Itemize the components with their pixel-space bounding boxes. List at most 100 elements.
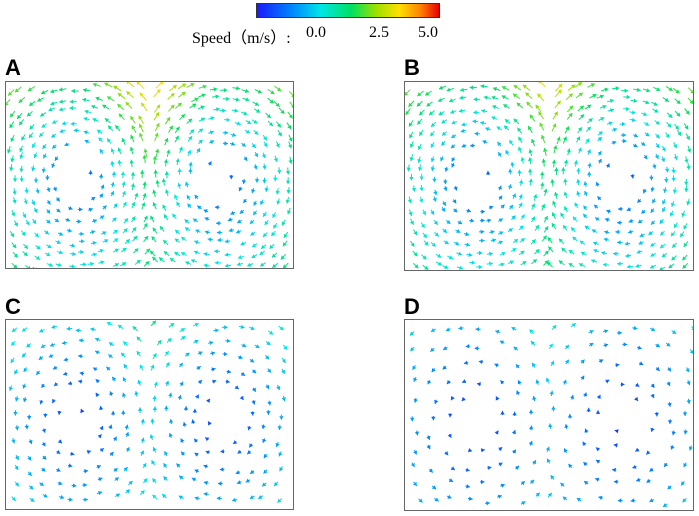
velocity-arrow (235, 470, 241, 475)
velocity-arrow (25, 265, 31, 268)
velocity-arrow (578, 114, 585, 121)
velocity-arrow (70, 451, 75, 456)
velocity-arrow (41, 467, 46, 472)
velocity-arrow (19, 152, 24, 159)
velocity-arrow (448, 478, 454, 483)
velocity-arrow (636, 249, 643, 254)
velocity-arrow (466, 252, 473, 257)
velocity-arrow (408, 120, 414, 127)
velocity-arrow (507, 227, 513, 233)
velocity-arrow (33, 207, 38, 213)
velocity-arrow (271, 252, 278, 258)
velocity-arrow (261, 152, 266, 159)
velocity-arrow (91, 104, 99, 109)
velocity-arrow (52, 186, 57, 192)
velocity-arrow (97, 433, 102, 439)
velocity-arrow (567, 84, 576, 91)
velocity-arrow (461, 122, 468, 127)
velocity-arrow (194, 469, 200, 474)
velocity-arrow (114, 476, 120, 482)
velocity-arrow (670, 200, 676, 207)
velocity-arrow (414, 430, 420, 436)
velocity-arrow (275, 121, 282, 128)
velocity-arrow (541, 235, 548, 242)
velocity-arrow (447, 255, 454, 260)
velocity-arrow (208, 130, 214, 135)
velocity-arrow (194, 496, 200, 501)
velocity-arrow (504, 118, 511, 124)
velocity-arrow (143, 215, 148, 223)
velocity-arrow (253, 200, 258, 206)
velocity-arrow (91, 196, 96, 201)
velocity-arrow (210, 367, 216, 372)
velocity-arrow (152, 395, 157, 402)
panel-c-letter: C (5, 294, 21, 319)
velocity-arrow (88, 207, 93, 212)
velocity-arrow (655, 133, 661, 139)
velocity-arrow (48, 107, 56, 112)
velocity-arrow (652, 198, 657, 204)
velocity-arrow (288, 141, 293, 149)
velocity-arrow (143, 478, 148, 484)
velocity-arrow (263, 469, 268, 474)
velocity-arrow (204, 217, 210, 222)
velocity-arrow (671, 430, 676, 436)
velocity-arrow (209, 87, 218, 92)
velocity-arrow (195, 394, 200, 399)
velocity-arrow (570, 394, 575, 400)
velocity-arrow (186, 118, 193, 124)
velocity-arrow (497, 151, 502, 157)
velocity-arrow (538, 82, 546, 88)
velocity-arrow (21, 134, 26, 141)
velocity-arrow (250, 411, 255, 416)
panel-d-velocity-field (404, 319, 694, 511)
velocity-arrow (238, 324, 245, 329)
velocity-arrow (593, 248, 600, 253)
velocity-arrow (14, 395, 19, 402)
velocity-arrow (442, 346, 448, 351)
velocity-arrow (635, 382, 640, 388)
velocity-arrow (478, 359, 484, 365)
velocity-arrow (564, 344, 570, 350)
velocity-arrow (683, 223, 688, 230)
velocity-arrow (241, 111, 248, 116)
velocity-arrow (161, 178, 167, 186)
velocity-arrow (639, 233, 645, 238)
velocity-arrow (507, 260, 515, 265)
velocity-arrow (634, 396, 639, 402)
velocity-arrow (520, 480, 526, 486)
velocity-arrow (602, 262, 610, 267)
velocity-arrow (630, 498, 636, 503)
velocity-arrow (450, 396, 455, 401)
velocity-arrow (665, 132, 670, 139)
velocity-arrow (110, 160, 115, 167)
velocity-arrow (515, 363, 520, 369)
velocity-arrow (659, 230, 665, 236)
velocity-arrow (636, 345, 642, 350)
velocity-arrow (176, 201, 181, 208)
velocity-arrow (669, 210, 674, 217)
velocity-arrow (198, 139, 203, 145)
velocity-arrow (254, 151, 259, 158)
velocity-arrow (209, 140, 215, 145)
velocity-arrow (650, 393, 655, 399)
velocity-arrow (563, 206, 568, 213)
velocity-arrow (265, 384, 270, 390)
velocity-arrow (162, 204, 167, 212)
velocity-arrow (187, 203, 192, 209)
velocity-arrow (152, 494, 158, 500)
velocity-arrow (546, 458, 551, 464)
velocity-arrow (153, 88, 161, 98)
velocity-arrow (528, 168, 533, 176)
velocity-arrow (132, 248, 139, 254)
velocity-arrow (540, 182, 545, 190)
velocity-arrow (252, 101, 260, 106)
velocity-arrow (262, 134, 268, 141)
velocity-arrow (687, 145, 692, 153)
velocity-arrow (512, 449, 517, 454)
velocity-arrow (501, 95, 509, 100)
velocity-arrow (409, 173, 414, 181)
velocity-arrow (473, 110, 480, 115)
velocity-arrow (659, 266, 666, 270)
velocity-arrow (451, 120, 458, 125)
